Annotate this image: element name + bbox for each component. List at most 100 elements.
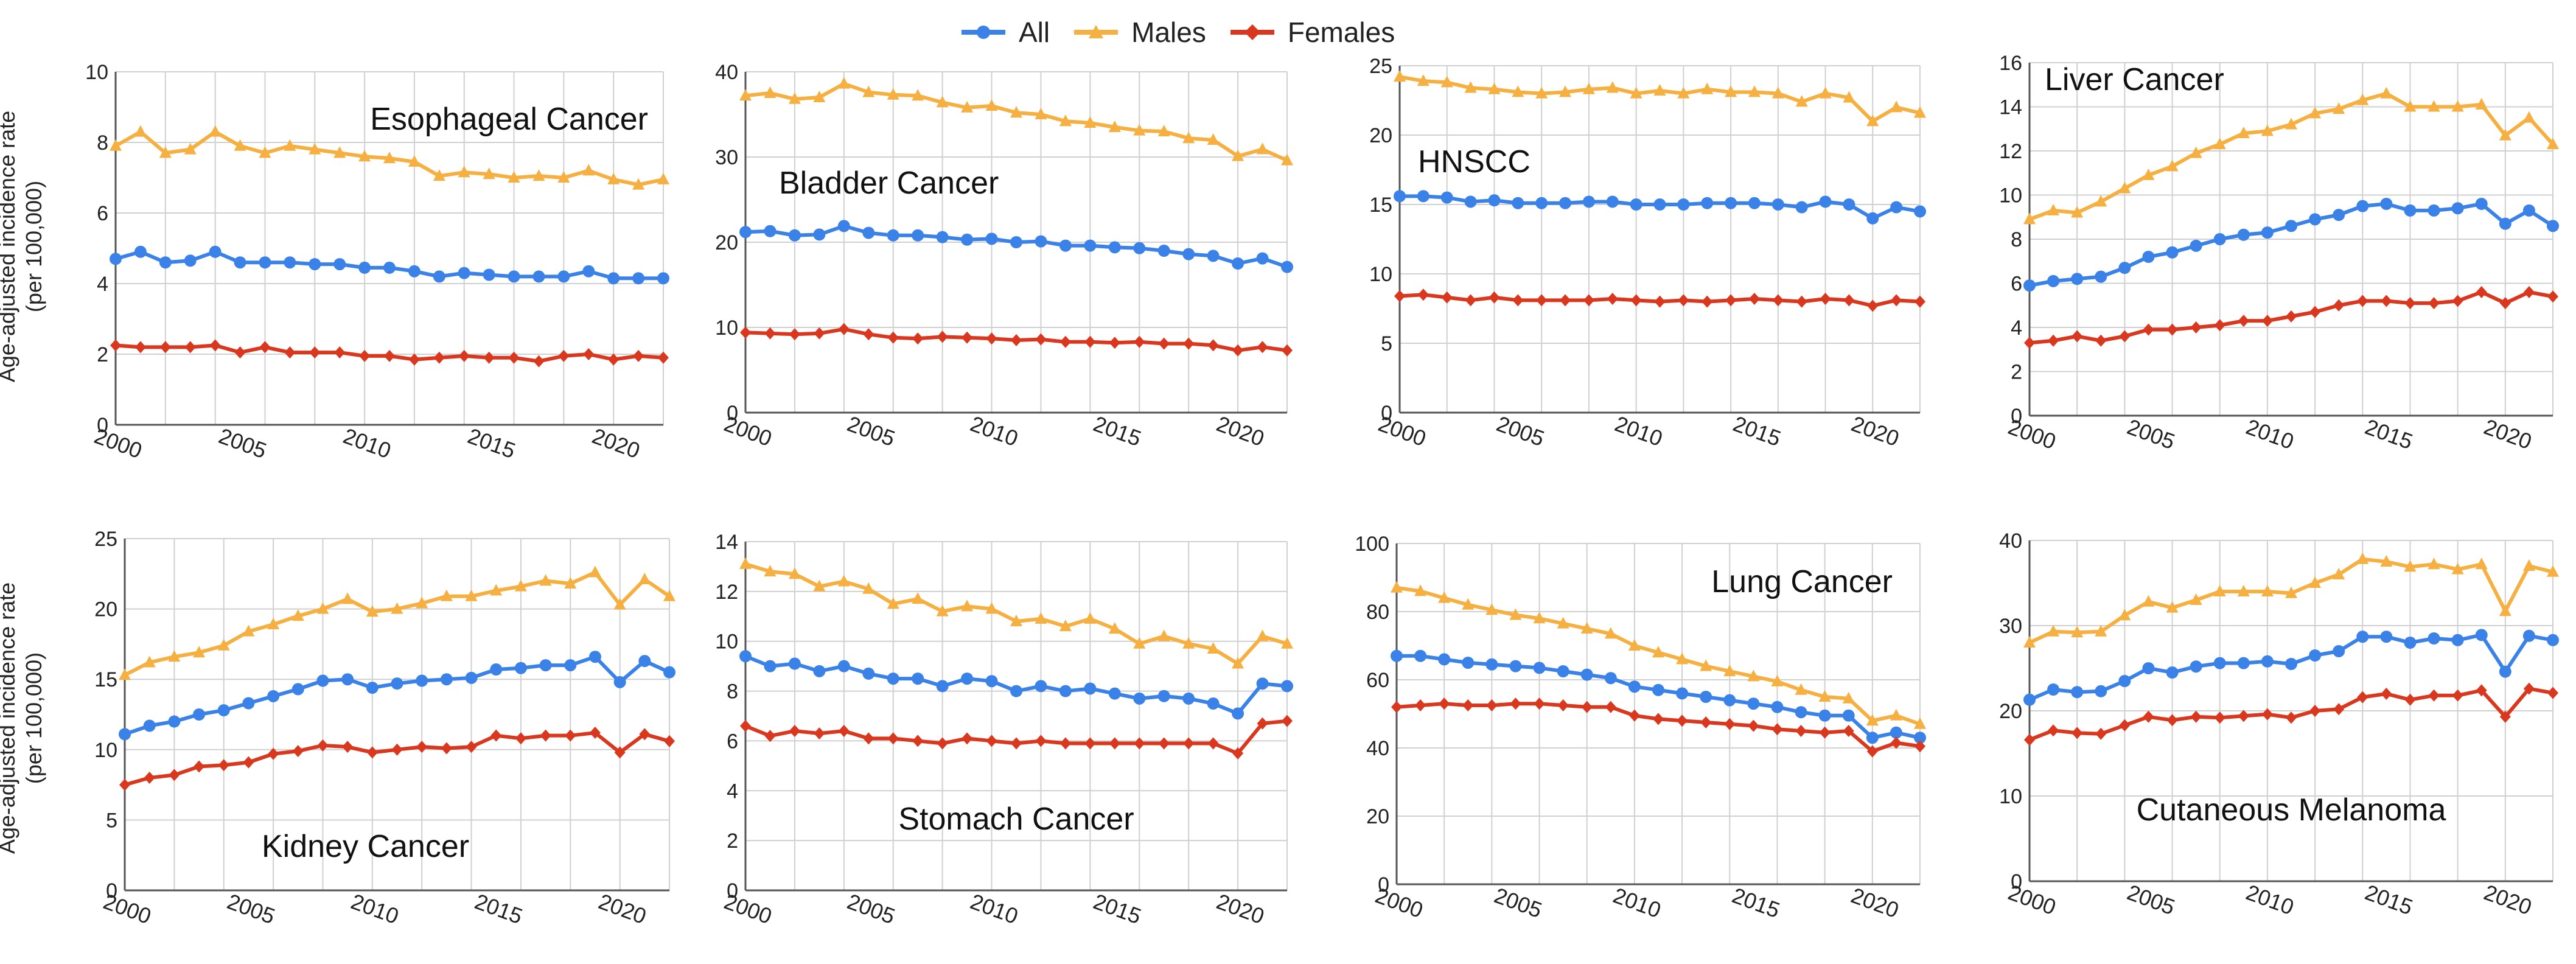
panel-3-point-all [1440, 191, 1453, 204]
panel-2-y-tick-label: 30 [715, 146, 738, 169]
panel-8-point-all [2547, 634, 2559, 646]
panel-7-point-males [1557, 616, 1569, 629]
panel-7-point-females [1557, 699, 1569, 711]
panel-5-x-tick-label: 2020 [595, 889, 649, 929]
panel-8-point-all [2261, 655, 2274, 668]
panel-4-point-males [2047, 203, 2060, 215]
panel-3-point-males [1582, 82, 1595, 94]
panel-6-point-males [1059, 620, 1072, 632]
panel-8-point-all [2095, 685, 2107, 697]
panel-3-point-females [1772, 294, 1784, 307]
panel-5-point-females [144, 772, 155, 784]
panel-5-point-males [341, 592, 354, 604]
panel-7-point-all [1580, 668, 1593, 681]
panel-8-point-males [2356, 552, 2369, 564]
panel-5-point-females [540, 729, 551, 742]
panel-8-x-tick-label: 2000 [2005, 879, 2059, 920]
panel-8-y-tick-label: 0 [2011, 870, 2022, 893]
panel-8-point-males [2404, 560, 2417, 572]
panel-5-point-males [366, 605, 379, 617]
panel-2-point-males [1207, 133, 1220, 145]
panel-2-point-females [838, 323, 850, 335]
panel-5-point-females [589, 727, 601, 739]
panel-4-point-all [2380, 198, 2393, 210]
panel-4-point-all [2547, 220, 2559, 232]
panel-6-point-males [1256, 629, 1269, 641]
panel-4-point-females [2072, 330, 2083, 343]
panel-3-point-males [1701, 82, 1714, 94]
panel-4-series-all-line [2029, 202, 2554, 288]
panel-5-y-tick-label: 5 [106, 809, 117, 832]
panel-7-point-females [1843, 725, 1854, 737]
legend-swatch-all-icon [962, 26, 1005, 39]
panel-2-point-all [837, 220, 850, 232]
panel-2-point-all [764, 225, 777, 237]
panel-7-point-males [1866, 714, 1879, 726]
panel-1-point-all [433, 270, 445, 283]
legend: All Males Females [962, 11, 1395, 54]
panel-6-point-males [1133, 637, 1146, 649]
panel-2-point-males [1084, 116, 1097, 128]
panel-4-point-males [2547, 138, 2559, 150]
panel-6-point-females [1183, 737, 1195, 750]
panel-3-x-tick-label: 2015 [1730, 411, 1784, 451]
panel-7-point-females [1915, 740, 1925, 753]
panel-8-point-all [2333, 645, 2345, 657]
panel-7-point-all [1747, 697, 1760, 710]
panel-5-point-males [588, 565, 601, 578]
panel-8-point-females [2286, 711, 2297, 724]
panel-7-x-tick-label: 2005 [1491, 882, 1545, 923]
panel-5-point-females [366, 746, 378, 759]
panel-4-point-all [2142, 251, 2155, 263]
panel-3-point-all [1725, 197, 1737, 209]
panel-4-point-all [2071, 273, 2084, 285]
panel-8-point-all [2071, 686, 2084, 699]
panel-7-point-females [1724, 718, 1736, 730]
panel-6-point-all [1035, 680, 1047, 693]
panel-5-point-males [416, 596, 428, 609]
panel-3-y-tick-label: 10 [1369, 263, 1392, 286]
panel-4-point-females [2261, 315, 2273, 327]
panel-6-point-females [838, 725, 850, 738]
panel-8-x-tick-label: 2005 [2124, 879, 2178, 920]
panel-5-point-males [242, 624, 255, 637]
panel-1-point-females [458, 349, 470, 362]
panel-4-point-all [2023, 279, 2036, 292]
panel-8-point-males [2451, 562, 2464, 575]
panel-2-point-females [1232, 344, 1244, 357]
panel-7-point-males [1391, 581, 1403, 593]
panel-8-y-tick-label: 30 [1999, 615, 2022, 638]
panel-7-point-females [1890, 736, 1902, 749]
panel-2-point-females [1084, 335, 1096, 348]
panel-8-point-males [2547, 565, 2559, 577]
panel-7-point-all [1795, 706, 1807, 719]
panel-3-title: HNSCC [1418, 144, 1531, 180]
panel-7-point-males [1700, 659, 1712, 671]
panel-7-point-all [1652, 683, 1664, 696]
panel-7-point-all [1676, 687, 1689, 700]
panel-4-point-females [2309, 306, 2321, 318]
panel-1-point-females [433, 351, 445, 364]
panel-6-y-tick-label: 14 [715, 531, 738, 554]
panel-2-point-all [1157, 245, 1170, 257]
panel-8-point-females [2404, 693, 2416, 706]
panel-5-point-females [664, 735, 675, 747]
panel-6-x-tick-label: 2010 [967, 889, 1021, 929]
panel-3-point-females [1678, 294, 1689, 307]
panel-7-point-males [1414, 584, 1427, 596]
panel-1-x-tick-label: 2015 [464, 423, 518, 463]
panel-2-x-tick-label: 2010 [967, 411, 1021, 451]
panel-2-point-males [1182, 131, 1195, 144]
panel-6-point-males [985, 602, 998, 614]
panel-4-point-all [2333, 209, 2345, 222]
panel-8-point-males [2285, 586, 2297, 598]
panel-3-y-tick-label: 20 [1369, 124, 1392, 147]
panel-7-point-males [1771, 674, 1784, 686]
panel-2-point-males [837, 77, 850, 89]
panel-7-point-all [1462, 657, 1475, 669]
panel-6-point-all [1084, 682, 1097, 695]
y-axis-label-top-line2: (per 100,000) [21, 180, 46, 313]
panel-5-point-males [613, 598, 626, 610]
panel-2-x-tick-label: 2020 [1213, 411, 1268, 451]
panel-1-point-all [632, 272, 645, 285]
